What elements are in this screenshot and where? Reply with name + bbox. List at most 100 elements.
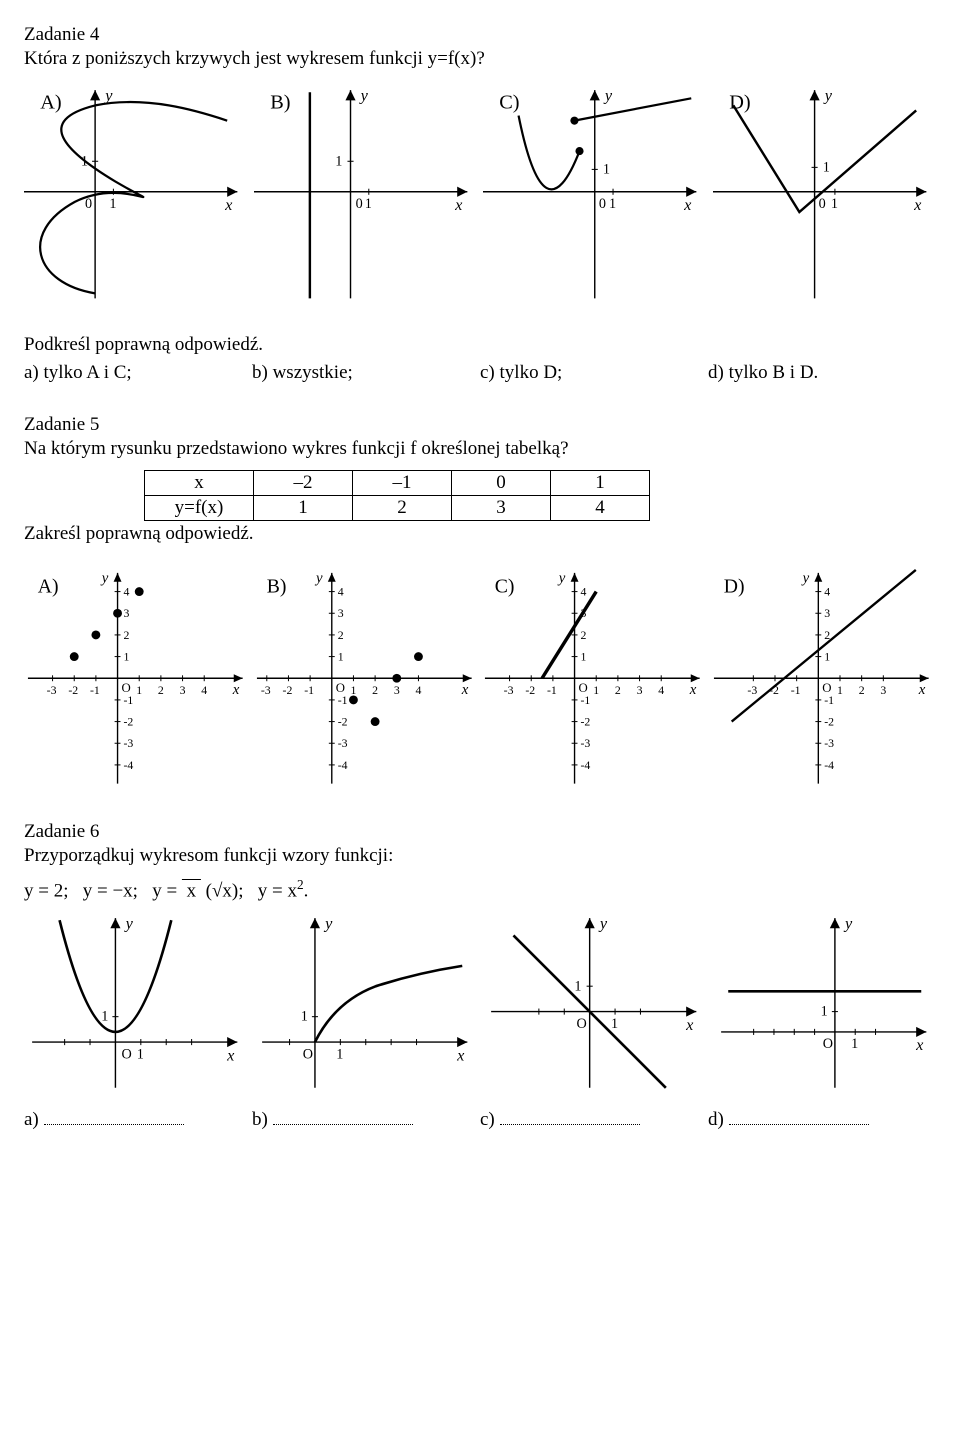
origin: O	[302, 1047, 312, 1063]
z6-panel-b: x y O 1 1	[254, 910, 478, 1093]
tick: 1	[101, 1009, 108, 1025]
th-x: x	[145, 470, 254, 495]
axis-y: y	[843, 915, 853, 933]
svg-text:3: 3	[824, 606, 830, 620]
z6-formulas: y = 2; y = −x; y = x (√x); y = x2.	[24, 877, 936, 902]
svg-text:-3: -3	[747, 683, 757, 697]
blank	[44, 1105, 184, 1125]
tick: 1	[335, 153, 342, 169]
td: 2	[353, 495, 452, 520]
axis-y: y	[822, 86, 832, 104]
svg-text:C): C)	[495, 575, 515, 597]
svg-text:3: 3	[393, 683, 399, 697]
z4-panel-a: A) x y 0 1 1	[24, 80, 248, 304]
svg-text:-2: -2	[68, 683, 78, 697]
z4-ans-a: a) tylko A i C;	[24, 362, 252, 384]
svg-text:1: 1	[824, 649, 830, 663]
svg-text:3: 3	[337, 606, 343, 620]
z6-question: Przyporządkuj wykresom funkcji wzory fun…	[24, 845, 936, 867]
axis-x: x	[454, 196, 463, 214]
svg-text:-1: -1	[90, 683, 100, 697]
axis-y: y	[603, 86, 613, 104]
td: 4	[551, 495, 650, 520]
svg-text:-3: -3	[504, 683, 514, 697]
z6-answers: a) b) c) d)	[24, 1105, 936, 1131]
svg-text:-2: -2	[525, 683, 535, 697]
svg-text:y: y	[100, 570, 109, 586]
svg-text:3: 3	[880, 683, 886, 697]
axis-x: x	[456, 1047, 465, 1065]
svg-text:4: 4	[580, 584, 586, 598]
axis-y: y	[103, 86, 113, 104]
axis-y: y	[598, 915, 608, 933]
svg-text:y: y	[800, 570, 809, 586]
tick: 1	[830, 196, 837, 212]
tick: 1	[364, 196, 371, 212]
z4-panel-c: C) x y 0 1 1	[483, 80, 707, 304]
svg-text:0: 0	[355, 196, 362, 212]
svg-text:-2: -2	[282, 683, 292, 697]
z4-answers: a) tylko A i C; b) wszystkie; c) tylko D…	[24, 362, 936, 384]
origin: O	[576, 1016, 586, 1032]
tick: 1	[822, 159, 829, 175]
svg-text:B): B)	[266, 575, 286, 597]
z5-panel-c: C)xyO1-12-23-34-4-1-2-31234	[481, 565, 708, 792]
z5-question: Na którym rysunku przedstawiono wykres f…	[24, 438, 936, 460]
svg-text:x: x	[460, 682, 468, 698]
svg-text:-1: -1	[123, 692, 133, 706]
blank	[500, 1105, 640, 1125]
curve-sqrt	[314, 966, 461, 1042]
svg-text:x: x	[689, 682, 697, 698]
panel-label: A)	[40, 91, 61, 113]
z4-ans-c: c) tylko D;	[480, 362, 708, 384]
svg-text:1: 1	[136, 683, 142, 697]
svg-text:1: 1	[580, 649, 586, 663]
z4-question: Która z poniższych krzywych jest wykrese…	[24, 48, 936, 70]
svg-text:1: 1	[350, 683, 356, 697]
z4-panel-b: B) x y 0 1 1	[254, 80, 478, 304]
panel-label: C)	[499, 91, 519, 113]
svg-text:-2: -2	[337, 714, 347, 728]
svg-text:2: 2	[372, 683, 378, 697]
svg-text:4: 4	[658, 683, 664, 697]
axis-x: x	[226, 1047, 235, 1065]
svg-text:-1: -1	[304, 683, 314, 697]
td: 1	[254, 495, 353, 520]
svg-text:-1: -1	[790, 683, 800, 697]
z4-panel-d: D) x y 0 1 1	[713, 80, 937, 304]
z6-ans-b: b)	[252, 1109, 268, 1130]
svg-text:2: 2	[123, 627, 129, 641]
svg-text:-4: -4	[580, 757, 590, 771]
svg-text:-1: -1	[547, 683, 557, 697]
z5-instr: Zakreśl poprawną odpowiedź.	[24, 523, 936, 545]
z6-ans-d: d)	[708, 1109, 724, 1130]
z5-title: Zadanie 5	[24, 414, 936, 436]
svg-text:-3: -3	[260, 683, 270, 697]
svg-text:0: 0	[599, 196, 606, 212]
z4-ans-d: d) tylko B i D.	[708, 362, 936, 384]
tick-1x: 1	[109, 196, 116, 212]
tick: 1	[851, 1036, 858, 1052]
svg-text:4: 4	[415, 683, 421, 697]
origin: O	[122, 1047, 132, 1063]
svg-text:2: 2	[337, 627, 343, 641]
axis-y: y	[124, 915, 134, 933]
svg-text:-3: -3	[47, 683, 57, 697]
svg-text:-4: -4	[824, 757, 834, 771]
z4-ans-b: b) wszystkie;	[252, 362, 480, 384]
svg-text:-1: -1	[824, 692, 834, 706]
z6-ans-c: c)	[480, 1109, 495, 1130]
svg-text:y: y	[314, 570, 323, 586]
svg-text:3: 3	[637, 683, 643, 697]
svg-text:4: 4	[337, 584, 343, 598]
svg-text:A): A)	[38, 575, 59, 597]
svg-text:1: 1	[123, 649, 129, 663]
blank	[273, 1105, 413, 1125]
z4-title: Zadanie 4	[24, 24, 936, 46]
svg-text:0: 0	[818, 196, 825, 212]
svg-text:-3: -3	[123, 736, 133, 750]
z6-title: Zadanie 6	[24, 821, 936, 843]
th: –1	[353, 470, 452, 495]
svg-text:4: 4	[123, 584, 129, 598]
z5-panel-d: D)xyO1-12-23-34-4-1-2-3123	[710, 565, 937, 792]
